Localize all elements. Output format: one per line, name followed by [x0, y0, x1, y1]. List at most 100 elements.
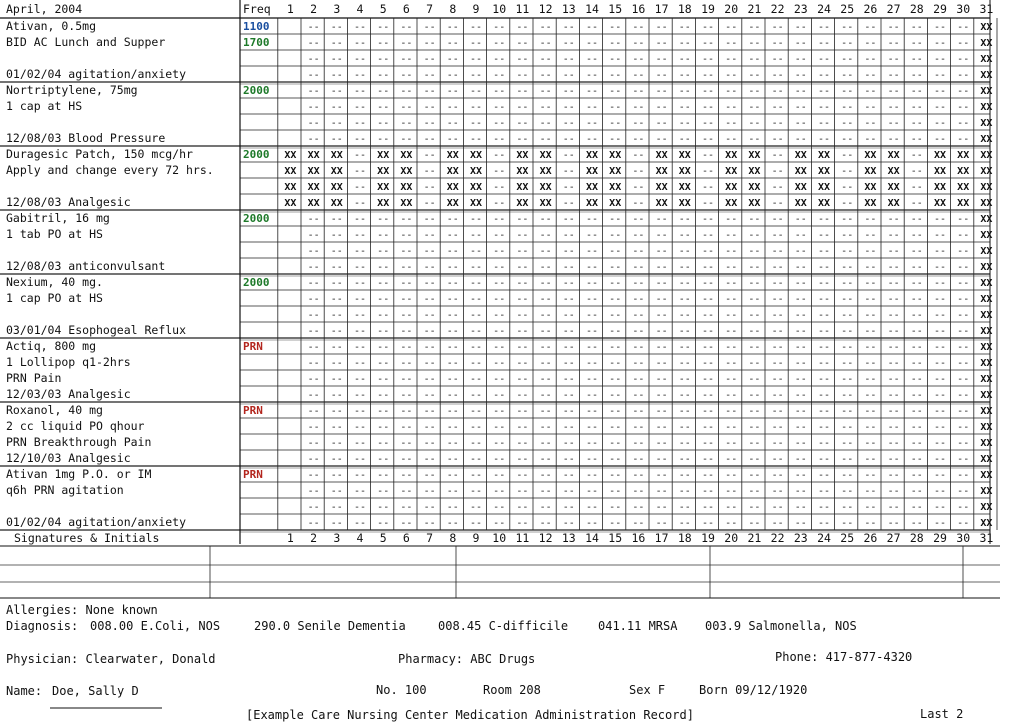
dose-cell[interactable]: --	[841, 342, 853, 353]
dose-cell[interactable]: --	[540, 374, 552, 385]
dose-cell[interactable]: --	[911, 134, 923, 145]
dose-cell[interactable]: --	[540, 438, 552, 449]
dose-cell[interactable]: --	[934, 406, 946, 417]
dose-cell[interactable]: --	[632, 214, 644, 225]
dose-cell[interactable]: --	[609, 246, 621, 257]
dose-cell[interactable]: XX	[748, 198, 760, 209]
dose-cell[interactable]: --	[772, 310, 784, 321]
dose-cell[interactable]: --	[841, 406, 853, 417]
dose-cell[interactable]: --	[725, 278, 737, 289]
dose-cell[interactable]: --	[493, 22, 505, 33]
dose-cell[interactable]: --	[540, 54, 552, 65]
dose-cell[interactable]: --	[586, 246, 598, 257]
dose-cell[interactable]: --	[841, 22, 853, 33]
dose-cell[interactable]: --	[331, 486, 343, 497]
dose-cell[interactable]: --	[563, 182, 575, 193]
dose-cell[interactable]: --	[331, 374, 343, 385]
dose-cell[interactable]: --	[447, 358, 459, 369]
dose-cell[interactable]: --	[331, 310, 343, 321]
dose-cell[interactable]: --	[934, 294, 946, 305]
dose-cell[interactable]: --	[888, 358, 900, 369]
dose-cell[interactable]: --	[447, 518, 459, 529]
dose-cell[interactable]: --	[400, 422, 412, 433]
dose-cell[interactable]: --	[888, 54, 900, 65]
dose-cell[interactable]: --	[377, 374, 389, 385]
dose-cell[interactable]: --	[354, 246, 366, 257]
dose-cell[interactable]: --	[308, 502, 320, 513]
dose-cell[interactable]: XX	[748, 166, 760, 177]
dose-cell[interactable]: --	[516, 518, 528, 529]
dose-cell[interactable]: --	[702, 118, 714, 129]
dose-cell[interactable]: --	[957, 310, 969, 321]
dose-cell[interactable]: --	[725, 374, 737, 385]
dose-cell[interactable]: --	[586, 38, 598, 49]
dose-cell[interactable]: --	[377, 390, 389, 401]
dose-cell[interactable]: --	[656, 454, 668, 465]
dose-cell[interactable]: --	[795, 502, 807, 513]
dose-cell[interactable]: --	[864, 230, 876, 241]
dose-cell[interactable]: --	[377, 310, 389, 321]
dose-cell[interactable]: --	[818, 390, 830, 401]
dose-cell[interactable]: --	[772, 358, 784, 369]
dose-cell[interactable]: --	[563, 246, 575, 257]
dose-cell[interactable]: --	[377, 422, 389, 433]
dose-cell[interactable]: --	[679, 54, 691, 65]
dose-cell[interactable]: --	[818, 374, 830, 385]
dose-cell[interactable]: --	[841, 422, 853, 433]
dose-cell[interactable]: XX	[980, 422, 992, 433]
dose-cell[interactable]: --	[447, 214, 459, 225]
dose-cell[interactable]: --	[400, 70, 412, 81]
dose-cell[interactable]: --	[447, 38, 459, 49]
dose-cell[interactable]: --	[656, 358, 668, 369]
dose-cell[interactable]: XX	[331, 182, 343, 193]
dose-cell[interactable]: --	[377, 134, 389, 145]
dose-cell[interactable]: --	[563, 390, 575, 401]
dose-cell[interactable]: --	[702, 502, 714, 513]
dose-cell[interactable]: --	[957, 22, 969, 33]
dose-cell[interactable]: --	[308, 246, 320, 257]
dose-cell[interactable]: --	[493, 38, 505, 49]
dose-cell[interactable]: --	[795, 518, 807, 529]
dose-cell[interactable]: --	[447, 454, 459, 465]
dose-cell[interactable]: --	[911, 22, 923, 33]
dose-cell[interactable]: XX	[795, 166, 807, 177]
dose-cell[interactable]: XX	[679, 182, 691, 193]
dose-cell[interactable]: --	[308, 86, 320, 97]
dose-cell[interactable]: --	[679, 134, 691, 145]
dose-cell[interactable]: --	[516, 246, 528, 257]
dose-cell[interactable]: --	[470, 358, 482, 369]
dose-cell[interactable]: --	[934, 310, 946, 321]
dose-cell[interactable]: --	[864, 358, 876, 369]
dose-cell[interactable]: --	[864, 390, 876, 401]
dose-cell[interactable]: XX	[748, 182, 760, 193]
dose-cell[interactable]: --	[609, 86, 621, 97]
dose-cell[interactable]: --	[772, 438, 784, 449]
dose-cell[interactable]: --	[864, 342, 876, 353]
dose-cell[interactable]: --	[493, 502, 505, 513]
dose-cell[interactable]: --	[864, 406, 876, 417]
dose-cell[interactable]: --	[400, 310, 412, 321]
dose-cell[interactable]: --	[818, 38, 830, 49]
dose-cell[interactable]: --	[493, 454, 505, 465]
dose-cell[interactable]: --	[702, 198, 714, 209]
dose-cell[interactable]: --	[400, 118, 412, 129]
dose-cell[interactable]: --	[424, 134, 436, 145]
dose-cell[interactable]: --	[679, 486, 691, 497]
dose-cell[interactable]: --	[563, 422, 575, 433]
dose-cell[interactable]: --	[563, 150, 575, 161]
dose-cell[interactable]: --	[864, 86, 876, 97]
dose-cell[interactable]: --	[911, 438, 923, 449]
dose-cell[interactable]: --	[331, 518, 343, 529]
dose-cell[interactable]: --	[841, 294, 853, 305]
dose-cell[interactable]: --	[888, 422, 900, 433]
dose-cell[interactable]: --	[772, 54, 784, 65]
dose-cell[interactable]: --	[632, 358, 644, 369]
dose-cell[interactable]: --	[679, 86, 691, 97]
dose-cell[interactable]: --	[911, 70, 923, 81]
dose-cell[interactable]: --	[702, 70, 714, 81]
dose-cell[interactable]: --	[493, 134, 505, 145]
dose-cell[interactable]: XX	[656, 198, 668, 209]
dose-cell[interactable]: XX	[980, 22, 992, 33]
dose-cell[interactable]: --	[354, 134, 366, 145]
dose-cell[interactable]: XX	[725, 198, 737, 209]
